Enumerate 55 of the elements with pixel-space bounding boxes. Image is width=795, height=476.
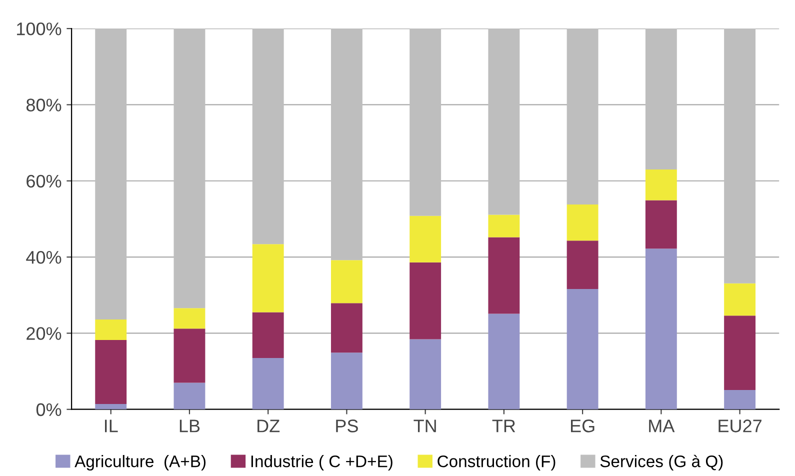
legend-label: Construction (F) (438, 455, 556, 471)
bar (645, 169, 677, 200)
bar (566, 204, 598, 241)
bar (488, 314, 520, 410)
bar (566, 240, 598, 290)
bar (330, 352, 362, 410)
bar (488, 214, 520, 238)
x-tick-label: DZ (258, 420, 280, 432)
bar (410, 216, 442, 262)
bar (645, 28, 677, 170)
bar (174, 328, 206, 383)
x-tick-label: LB (180, 420, 200, 432)
y-tick-label: 40% (26, 250, 62, 264)
legend-label: Services (G à Q) (600, 454, 723, 471)
bar (488, 237, 520, 314)
y-tick-label: 80% (26, 98, 62, 112)
bar (724, 28, 756, 284)
bar (410, 339, 442, 410)
x-tick-label: EU27 (718, 420, 762, 432)
bar (410, 262, 442, 340)
x-tick-label: EG (570, 420, 594, 432)
x-tick-label: IL (104, 420, 118, 432)
bar (95, 319, 127, 340)
bar (95, 28, 127, 320)
y-tick-label: 100% (17, 22, 62, 36)
bar (174, 28, 206, 308)
bar (95, 340, 127, 404)
bar (488, 28, 520, 215)
bar (645, 248, 677, 410)
bar (95, 404, 127, 410)
bar (566, 289, 598, 410)
bar (724, 316, 756, 390)
bar (410, 28, 442, 216)
bar (252, 358, 284, 410)
x-tick-label: TR (492, 420, 516, 432)
legend-label: Industrie ( C +D+E) (251, 455, 392, 471)
bar (174, 382, 206, 410)
bar (252, 244, 284, 312)
bar (724, 390, 756, 410)
bar (330, 28, 362, 260)
bar (645, 200, 677, 249)
y-tick-label: 0% (36, 403, 62, 416)
bar (330, 260, 362, 304)
y-tick-label: 20% (26, 327, 62, 340)
legend-label: Agriculture (A+B) (74, 455, 206, 471)
x-tick-label: PS (336, 420, 358, 432)
bar (252, 28, 284, 244)
bar (252, 312, 284, 358)
bar (566, 28, 598, 204)
y-tick-label: 60% (26, 174, 62, 188)
bar (724, 283, 756, 316)
x-tick-label: TN (414, 420, 436, 432)
x-tick-label: MA (649, 420, 675, 432)
bar (330, 303, 362, 353)
bar (174, 308, 206, 329)
